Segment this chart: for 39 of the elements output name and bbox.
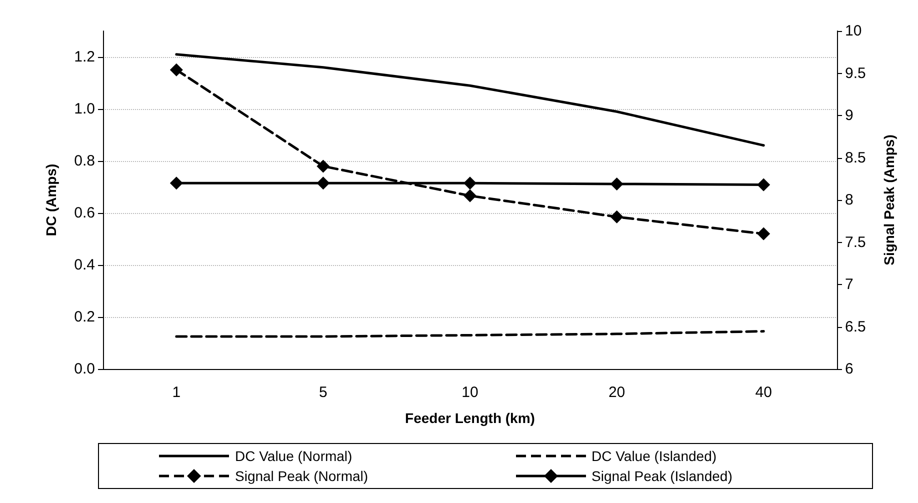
y2-tick-label: 9 — [845, 107, 854, 124]
y-tick-label: 1.2 — [74, 48, 95, 66]
y-tick-label: 0.2 — [74, 308, 95, 326]
y-tick-label: 1.0 — [74, 100, 95, 118]
y-tick-label: 0.8 — [74, 152, 95, 170]
x-axis-title: Feeder Length (km) — [405, 410, 535, 426]
y2-tick-label: 8 — [845, 192, 854, 208]
x-tick-label: 40 — [755, 384, 772, 401]
y-tick-label: 0.6 — [74, 204, 95, 222]
point — [316, 160, 330, 173]
point — [757, 178, 770, 192]
point — [464, 189, 476, 202]
legend-label: DC Value (Normal) — [235, 448, 352, 464]
point — [757, 227, 770, 240]
y2-tick-label: 8.5 — [845, 149, 866, 166]
y2-tick-label: 6.5 — [845, 318, 866, 336]
y2-tick-label: 10 — [845, 22, 862, 40]
y2-axis-title: Signal Peak (Amps) — [881, 134, 897, 266]
x-tick-label: 1 — [172, 384, 181, 401]
point — [464, 176, 476, 190]
y2-tick-label: 9.5 — [845, 64, 866, 82]
x-tick-label: 20 — [608, 384, 626, 401]
y2-tick-label: 6 — [845, 360, 854, 378]
point — [316, 176, 330, 190]
x-tick-label: 5 — [319, 384, 328, 401]
point — [610, 177, 624, 190]
point — [170, 176, 183, 190]
legend-label: Signal Peak (Islanded) — [592, 468, 732, 484]
y-tick-label: 0.4 — [74, 256, 95, 274]
y2-tick-label: 7.5 — [845, 234, 866, 251]
y-tick-label: 0.0 — [74, 360, 95, 378]
line-series — [175, 53, 765, 147]
legend-label: DC Value (Islanded) — [592, 448, 717, 464]
y2-tick-label: 7 — [845, 276, 854, 293]
point — [610, 210, 624, 224]
y-axis-title: DC (Amps) — [43, 164, 59, 236]
point — [170, 63, 183, 76]
x-tick-label: 10 — [462, 384, 478, 401]
legend-label: Signal Peak (Normal) — [235, 468, 368, 484]
